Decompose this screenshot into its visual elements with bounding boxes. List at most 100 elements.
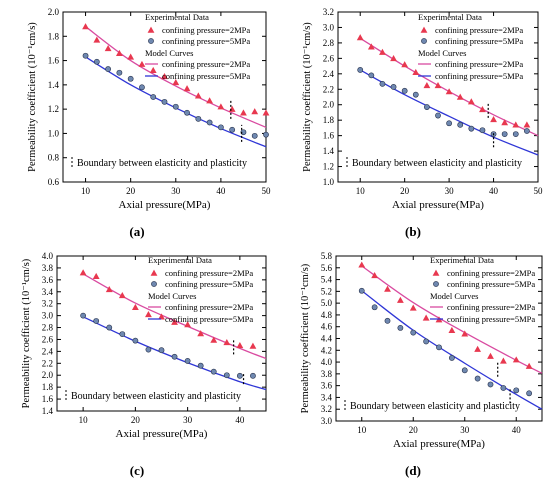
y-tick-label: 1.4 — [323, 146, 335, 156]
data-point-2mpa — [525, 362, 533, 369]
data-point-5mpa — [250, 372, 256, 379]
data-point-5mpa — [263, 131, 269, 138]
data-point-5mpa — [184, 109, 190, 116]
y-tick-label: 1.8 — [323, 115, 335, 125]
data-point-5mpa — [500, 385, 507, 391]
data-point-5mpa — [251, 132, 258, 139]
boundary-note: Boundary between elasticity and plastici… — [77, 158, 247, 169]
y-tick-label: 2.2 — [42, 358, 53, 368]
data-point-2mpa — [467, 98, 475, 105]
data-point-5mpa — [132, 337, 139, 344]
data-point-2mpa — [499, 357, 507, 364]
x-tick-label: 20 — [131, 415, 141, 425]
data-point-2mpa — [501, 119, 509, 126]
data-point-2mpa — [217, 103, 225, 110]
data-point-2mpa — [79, 269, 87, 276]
x-tick-label: 40 — [489, 186, 499, 196]
y-tick-label: 5.6 — [321, 263, 333, 273]
data-point-5mpa — [171, 353, 178, 360]
y-tick-label: 3.6 — [42, 275, 54, 285]
y-axis-label: Permeability coefficient (10⁻¹cm/s) — [21, 258, 32, 408]
data-point-2mpa — [409, 304, 417, 311]
data-point-5mpa — [474, 375, 481, 382]
data-point-2mpa — [171, 318, 178, 325]
x-axis-label: Axial pressure(MPa) — [393, 438, 485, 450]
x-tick-label: 40 — [216, 186, 226, 196]
legend-marker-5mpa — [151, 281, 157, 287]
legend-label-model-5mpa: confining pressure=5MPa — [165, 314, 253, 324]
data-point-2mpa — [93, 36, 101, 43]
legend-model-title: Model Curves — [145, 48, 193, 58]
data-point-5mpa — [197, 362, 204, 369]
data-point-2mpa — [358, 261, 366, 268]
legend-label-model-5mpa: confining pressure=5MPa — [162, 71, 250, 81]
x-tick-label: 20 — [126, 186, 136, 196]
data-point-5mpa — [371, 304, 378, 311]
y-tick-label: 2.0 — [48, 7, 60, 17]
y-tick-label: 4.0 — [42, 251, 54, 261]
data-point-2mpa — [172, 79, 180, 86]
data-point-5mpa — [446, 120, 453, 127]
data-point-5mpa — [116, 69, 123, 76]
data-point-5mpa — [93, 58, 100, 65]
data-point-2mpa — [390, 54, 397, 62]
y-tick-label: 3.8 — [42, 263, 54, 273]
data-point-5mpa — [436, 344, 442, 351]
data-point-5mpa — [379, 80, 386, 87]
data-point-5mpa — [195, 115, 202, 122]
y-tick-label: 2.8 — [42, 323, 54, 333]
data-point-5mpa — [358, 287, 365, 294]
legend-experimental-title: Experimental Data — [145, 12, 209, 22]
data-point-2mpa — [371, 272, 379, 279]
legend-label-model-2mpa: confining pressure=2MPa — [447, 302, 535, 312]
data-point-5mpa — [82, 52, 89, 59]
x-tick-label: 10 — [356, 186, 366, 196]
x-tick-label: 20 — [400, 186, 410, 196]
boundary-note: Boundary between elasticity and plastici… — [71, 391, 241, 402]
data-point-5mpa — [161, 98, 168, 105]
plot-frame — [56, 255, 267, 412]
panel-b: (b) 10 20 30 40 50 1.0 1.2 1.4 1.6 1.8 2.0 2.2 2.4 2.… — [302, 7, 543, 239]
legend-experimental-title: Experimental Data — [418, 12, 482, 22]
y-tick-label: 1.6 — [48, 56, 60, 66]
y-tick-label: 1.0 — [48, 128, 60, 138]
data-point-2mpa — [490, 116, 497, 123]
y-tick-label: 1.8 — [42, 382, 54, 392]
data-point-2mpa — [184, 321, 192, 328]
data-point-5mpa — [184, 358, 191, 364]
plot-frame — [337, 11, 539, 183]
y-tick-label: 3.2 — [323, 7, 334, 17]
data-point-2mpa — [379, 48, 386, 55]
y-tick-label: 4.8 — [321, 310, 333, 320]
data-point-2mpa — [412, 68, 420, 75]
data-point-2mpa — [401, 61, 409, 68]
data-point-5mpa — [139, 84, 145, 91]
data-point-2mpa — [445, 88, 453, 95]
legend-label-5mpa: confining pressure=5MPa — [165, 279, 253, 289]
data-point-5mpa — [412, 91, 419, 98]
data-point-5mpa — [523, 128, 530, 134]
data-point-5mpa — [150, 94, 157, 100]
y-tick-label: 2.4 — [42, 346, 54, 356]
model-curve — [85, 26, 267, 128]
data-point-2mpa — [206, 97, 214, 104]
data-point-5mpa — [390, 84, 397, 90]
data-point-5mpa — [487, 381, 494, 388]
y-tick-label: 2.2 — [323, 84, 334, 94]
data-point-2mpa — [228, 105, 236, 112]
data-point-5mpa — [210, 368, 217, 375]
legend-experimental-title: Experimental Data — [430, 255, 494, 265]
data-point-2mpa — [138, 60, 146, 67]
data-point-5mpa — [80, 312, 87, 319]
legend: Experimental Data confining pressure=2MPa… — [148, 255, 253, 324]
data-point-2mpa — [367, 43, 375, 50]
y-tick-label: 2.0 — [323, 100, 335, 110]
data-point-5mpa — [158, 347, 165, 354]
y-tick-label: 0.8 — [48, 153, 60, 163]
data-point-2mpa — [194, 92, 202, 99]
x-tick-label: 40 — [512, 425, 522, 435]
model-curve — [359, 69, 539, 156]
data-point-2mpa — [118, 291, 126, 299]
data-point-5mpa — [479, 127, 486, 134]
data-point-5mpa — [236, 372, 243, 379]
